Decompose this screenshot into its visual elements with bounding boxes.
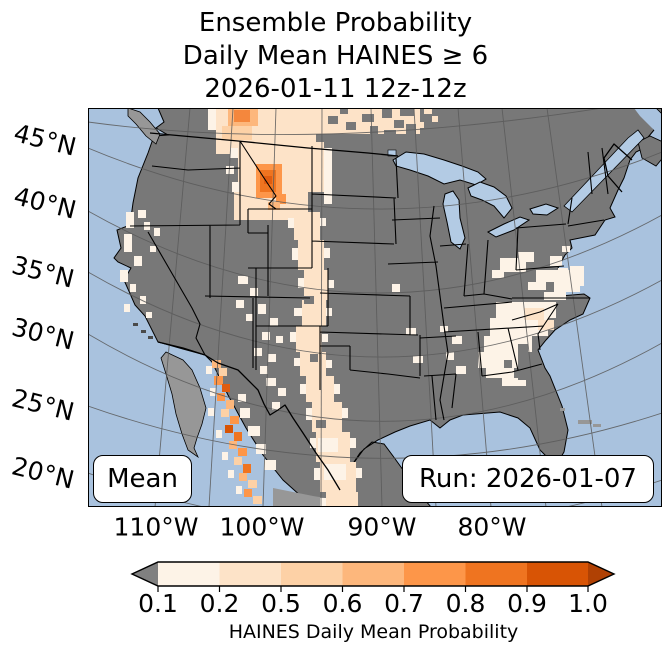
lon-label-100w: 100°W	[219, 512, 305, 542]
lat-label-20n: 20°N	[8, 451, 78, 495]
map-svg	[88, 108, 662, 507]
lon-label-110w: 110°W	[113, 512, 199, 542]
colorbar-tick-marks	[157, 586, 589, 592]
great-lakes	[387, 129, 645, 250]
political-borders	[129, 132, 633, 491]
baja-california	[160, 351, 207, 459]
newfoundland-corner	[655, 108, 662, 115]
maine-canada-border	[603, 143, 633, 193]
mean-badge: Mean	[93, 455, 192, 503]
cb-tick-0-6: 0.6	[322, 589, 363, 618]
probability-cells	[120, 108, 584, 507]
cb-tick-0-9: 0.9	[507, 589, 547, 618]
us-mexico-border	[157, 341, 341, 491]
lon-label-80w: 80°W	[457, 512, 527, 542]
lat-label-40n: 40°N	[10, 181, 80, 225]
channel-islands	[133, 323, 153, 339]
cb-tick-1-0: 1.0	[568, 589, 608, 618]
cb-tick-0-1: 0.1	[138, 589, 178, 618]
lake-erie	[486, 216, 531, 238]
us-canada-border	[149, 132, 399, 157]
colorbar-caption: HAINES Daily Mean Probability	[228, 621, 519, 643]
figure-title-line-1: Ensemble Probability	[198, 8, 473, 38]
colorbar-under-arrow	[132, 562, 158, 586]
run-date-badge: Run: 2026-01-07	[402, 455, 654, 503]
lat-label-35n: 35°N	[8, 250, 78, 294]
lon-label-90w: 90°W	[347, 512, 417, 542]
colorbar-svg	[130, 561, 616, 592]
figure-title-line-3: 2026-01-11 12z-12z	[204, 74, 467, 104]
mean-badge-label: Mean	[107, 464, 178, 494]
cb-tick-0-8: 0.8	[445, 589, 486, 618]
islands-no-data	[560, 408, 601, 427]
nova-scotia	[637, 135, 662, 167]
graticule	[88, 108, 662, 507]
vancouver-island	[127, 108, 161, 145]
lat-label-45n: 45°N	[10, 118, 80, 162]
gulf-of-st-lawrence	[634, 108, 662, 137]
colorbar	[125, 556, 625, 596]
lat-label-25n: 25°N	[8, 383, 78, 427]
cb-tick-0-2: 0.2	[199, 589, 240, 618]
state-borders	[129, 140, 609, 421]
cb-tick-0-5: 0.5	[261, 589, 301, 618]
run-date-label: Run: 2026-01-07	[419, 464, 637, 494]
colorbar-over-arrow	[588, 562, 614, 586]
cb-tick-0-7: 0.7	[384, 589, 424, 618]
map-canvas	[88, 108, 662, 507]
lat-label-30n: 30°N	[8, 312, 78, 356]
lake-ontario	[529, 203, 560, 216]
colorbar-segments	[158, 562, 588, 586]
figure-title-line-2: Daily Mean HAINES ≥ 6	[182, 41, 489, 71]
st-lawrence-river	[563, 129, 645, 213]
